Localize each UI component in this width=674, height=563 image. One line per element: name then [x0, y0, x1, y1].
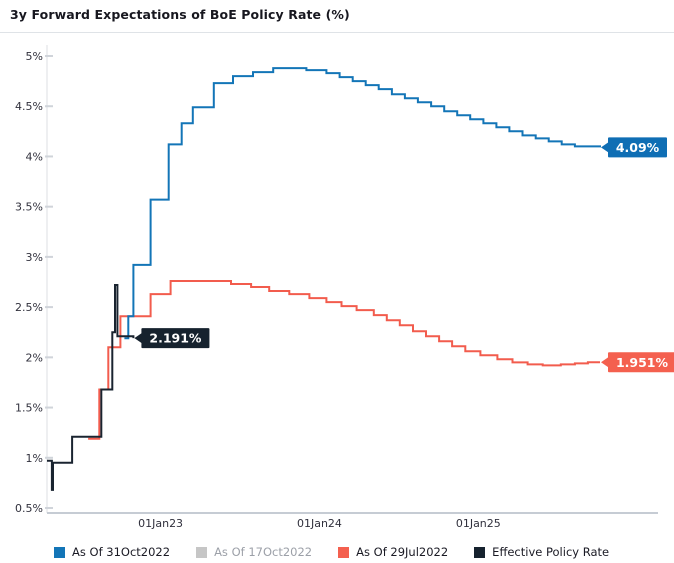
y-tick-label: 3% [26, 251, 43, 264]
series-line-as-of-29jul2022 [88, 280, 600, 440]
y-tick-label: 1.5% [15, 402, 43, 415]
callout-box-as-of-29jul2022 [608, 352, 674, 373]
x-tick-label: 01Jan25 [456, 517, 501, 530]
callout-arrow-as-of-31oct2022 [601, 141, 609, 153]
y-tick-label: 1% [26, 452, 43, 465]
y-tick-label: 4% [26, 150, 43, 163]
callout-label-as-of-29jul2022: 1.951% [616, 355, 669, 370]
callout-box-as-of-31oct2022 [608, 137, 667, 158]
x-tick-label: 01Jan23 [138, 517, 183, 530]
legend-item-as-of-17oct2022[interactable]: As Of 17Oct2022 [196, 545, 312, 559]
legend-swatch-effective-policy-rate [474, 546, 486, 558]
legend-swatch-as-of-31oct2022 [54, 546, 65, 558]
legend-label-effective-policy-rate: Effective Policy Rate [492, 545, 610, 559]
legend-item-effective-policy-rate[interactable]: Effective Policy Rate [474, 545, 609, 559]
legend-item-as-of-31oct2022[interactable]: As Of 31Oct2022 [54, 545, 170, 559]
series-line-as-of-31oct2022 [124, 67, 601, 340]
legend-label-as-of-31oct2022: As Of 31Oct2022 [72, 545, 171, 559]
callout-box-effective-policy-rate [141, 328, 210, 349]
legend-swatch-as-of-17oct2022 [196, 546, 208, 558]
y-tick-label: 2.5% [15, 301, 43, 314]
legend-item-as-of-29jul2022[interactable]: As Of 29Jul2022 [338, 545, 448, 559]
y-tick-label: 5% [26, 50, 43, 63]
y-tick-label: 3.5% [15, 201, 43, 214]
y-tick-label: 0.5% [15, 502, 43, 515]
legend-swatch-as-of-29jul2022 [338, 546, 350, 558]
y-tick-label: 2% [26, 351, 43, 364]
y-tick-label: 4.5% [15, 100, 43, 113]
series-line-effective-policy-rate [47, 284, 135, 491]
legend-label-as-of-29jul2022: As Of 29Jul2022 [356, 545, 449, 559]
callout-label-as-of-31oct2022: 4.09% [616, 140, 660, 155]
chart-plot-area: 5% 4.5% 4% 3.5% 3% 2.5% 2% 1.5% 1% 0.5% 01Jan23 01J… [15, 45, 674, 530]
callout-label-effective-policy-rate: 2.191% [149, 331, 202, 346]
chart-title: 3y Forward Expectations of BoE Policy Ra… [10, 7, 350, 22]
x-tick-label: 01Jan24 [297, 517, 342, 530]
callout-arrow-as-of-29jul2022 [601, 356, 609, 368]
callout-arrow-effective-policy-rate [134, 332, 143, 344]
legend-label-as-of-17oct2022: As Of 17Oct2022 [214, 545, 313, 559]
title-separator [0, 32, 674, 33]
chart-legend: As Of 31Oct2022 As Of 17Oct2022 As Of 29Ju… [0, 541, 674, 563]
